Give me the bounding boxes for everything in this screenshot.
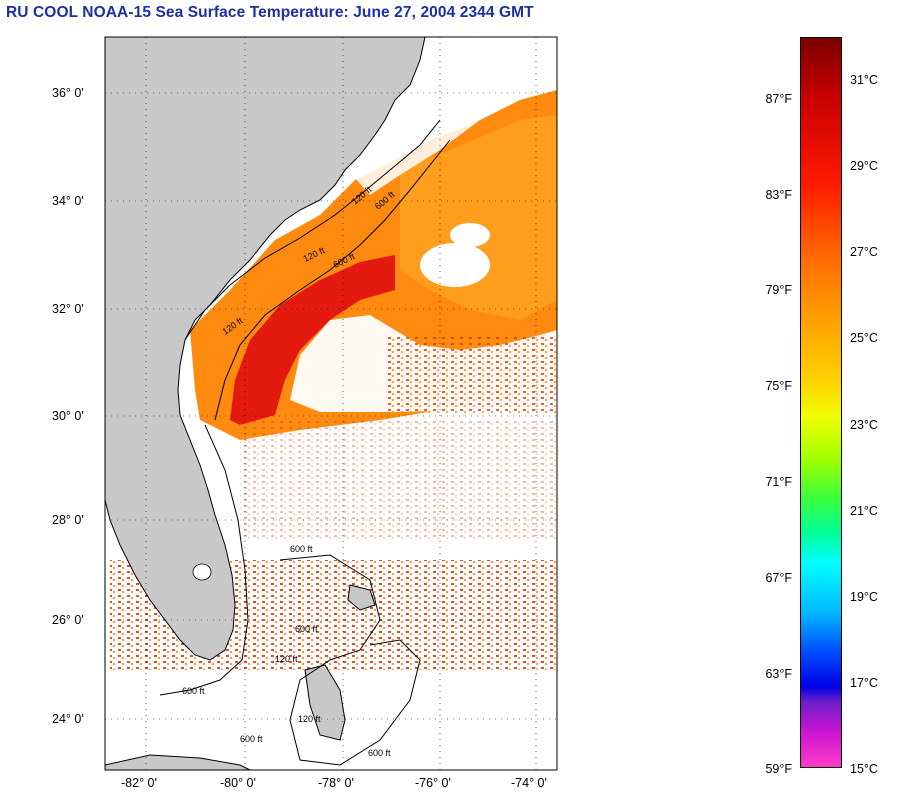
cuba-landmass [105,754,251,770]
contour-label: 600 ft [182,686,205,696]
fahrenheit-label: 67°F [765,571,792,585]
celsius-label: 21°C [850,504,878,518]
contour-label: 120 ft [275,654,298,664]
gulf-stream [230,255,395,425]
celsius-label: 27°C [850,245,878,259]
fahrenheit-label: 83°F [765,188,792,202]
nearshore-cool-band [355,95,480,195]
sst-swath-mid [240,420,557,540]
contour-label: 120 ft [298,714,321,724]
fahrenheit-label: 63°F [765,667,792,681]
lat-label: 34° 0' [52,194,84,208]
lon-label: -82° 0' [121,776,157,790]
contour-label: 600 ft [240,734,263,744]
celsius-label: 25°C [850,331,878,345]
map-frame-border [104,36,558,771]
lat-label: 30° 0' [52,409,84,423]
contour-120ft [184,119,441,341]
cloud-gap-2 [420,243,490,287]
bahamas-island-2 [347,584,376,611]
contour-bahamas [279,554,421,766]
lon-label: -74° 0' [511,776,547,790]
lat-label: 24° 0' [52,712,84,726]
lake-okeechobee [192,563,212,581]
chart-title: RU COOL NOAA-15 Sea Surface Temperature:… [6,4,534,21]
fahrenheit-label: 75°F [765,379,792,393]
lat-label: 32° 0' [52,302,84,316]
fahrenheit-label: 71°F [765,475,792,489]
bahamas-island-1 [304,664,346,741]
temperature-colorbar [800,37,842,768]
celsius-label: 15°C [850,762,878,776]
cloud-gap-3 [450,223,490,247]
lon-label: -78° 0' [318,776,354,790]
lon-label: -80° 0' [220,776,256,790]
lat-label: 36° 0' [52,86,84,100]
fahrenheit-label: 87°F [765,92,792,106]
lat-label: 26° 0' [52,613,84,627]
celsius-label: 29°C [850,159,878,173]
lat-label: 28° 0' [52,513,84,527]
celsius-label: 19°C [850,590,878,604]
contour-600ft [214,139,451,421]
fahrenheit-label: 59°F [765,762,792,776]
contour-label: 600 ft [295,624,318,634]
contour-label: 600 ft [368,748,391,758]
celsius-label: 17°C [850,676,878,690]
celsius-label: 23°C [850,418,878,432]
lon-label: -76° 0' [415,776,451,790]
contour-florida [159,424,249,696]
celsius-label: 31°C [850,73,878,87]
sst-swath-upper [385,335,557,415]
lon-gridlines [145,37,537,770]
contour-label: 600 ft [290,544,313,554]
us-landmass [105,37,426,661]
fahrenheit-label: 79°F [765,283,792,297]
